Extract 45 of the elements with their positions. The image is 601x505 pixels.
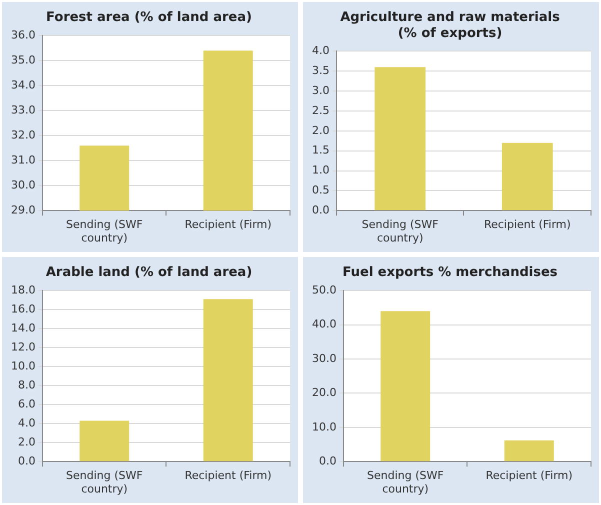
y-tick-label: 2.0 xyxy=(18,435,36,448)
y-tick-label: 3.0 xyxy=(312,84,330,97)
y-tick-label: 12.0 xyxy=(10,340,36,354)
y-tick-label: 29.0 xyxy=(10,203,36,216)
y-tick-label: 1.0 xyxy=(312,164,330,177)
y-tick-label: 36.0 xyxy=(10,28,36,42)
y-tick-label: 20.0 xyxy=(312,386,336,400)
y-tick-label: 16.0 xyxy=(10,302,36,316)
x-tick-label: Recipient (Firm) xyxy=(184,469,272,482)
y-tick-label: 0.0 xyxy=(318,454,336,468)
chart-title: Forest area (% of land area) xyxy=(46,10,252,26)
y-tick-label: 8.0 xyxy=(18,378,36,392)
y-tick-label: 34.0 xyxy=(10,78,36,92)
y-tick-label: 10.0 xyxy=(312,420,336,434)
y-tick-label: 32.0 xyxy=(10,128,36,142)
y-tick-label: 50.0 xyxy=(312,283,336,296)
y-tick-label: 4.0 xyxy=(312,44,330,58)
y-tick-label: 30.0 xyxy=(312,352,336,365)
x-tick-label: Sending (SWF country) xyxy=(362,218,438,244)
x-tick-label: Recipient (Firm) xyxy=(184,218,272,232)
y-tick-label: 30.0 xyxy=(10,178,36,192)
y-tick-label: 1.5 xyxy=(312,144,330,157)
chart-title: Arable land (% of land area) xyxy=(46,265,252,280)
chart-title: Agriculture and raw materials (% of exports) xyxy=(340,10,560,41)
x-tick-label: Recipient (Firm) xyxy=(484,218,571,232)
y-tick-label: 2.0 xyxy=(312,124,330,137)
y-tick-label: 4.0 xyxy=(18,416,36,430)
y-tick-label: 0.5 xyxy=(312,184,330,197)
y-tick-label: 0.0 xyxy=(18,454,36,468)
x-tick-label: Recipient (Firm) xyxy=(486,469,573,482)
y-tick-label: 18.0 xyxy=(10,283,36,296)
y-tick-label: 40.0 xyxy=(312,318,336,331)
y-tick-label: 10.0 xyxy=(10,359,36,372)
y-tick-label: 3.5 xyxy=(312,64,330,77)
y-tick-label: 14.0 xyxy=(10,321,36,334)
y-tick-label: 6.0 xyxy=(18,397,36,410)
chart-title: Fuel exports % merchandises xyxy=(342,265,558,280)
y-tick-label: 33.0 xyxy=(10,103,36,116)
x-tick-label: Sending (SWF country) xyxy=(66,469,143,496)
y-tick-label: 31.0 xyxy=(10,153,36,166)
y-tick-label: 2.5 xyxy=(312,104,330,117)
x-tick-label: Sending (SWF country) xyxy=(66,218,143,244)
y-tick-label: 0.0 xyxy=(312,203,330,216)
y-tick-label: 35.0 xyxy=(10,53,36,66)
x-tick-label: Sending (SWF country) xyxy=(367,469,444,496)
